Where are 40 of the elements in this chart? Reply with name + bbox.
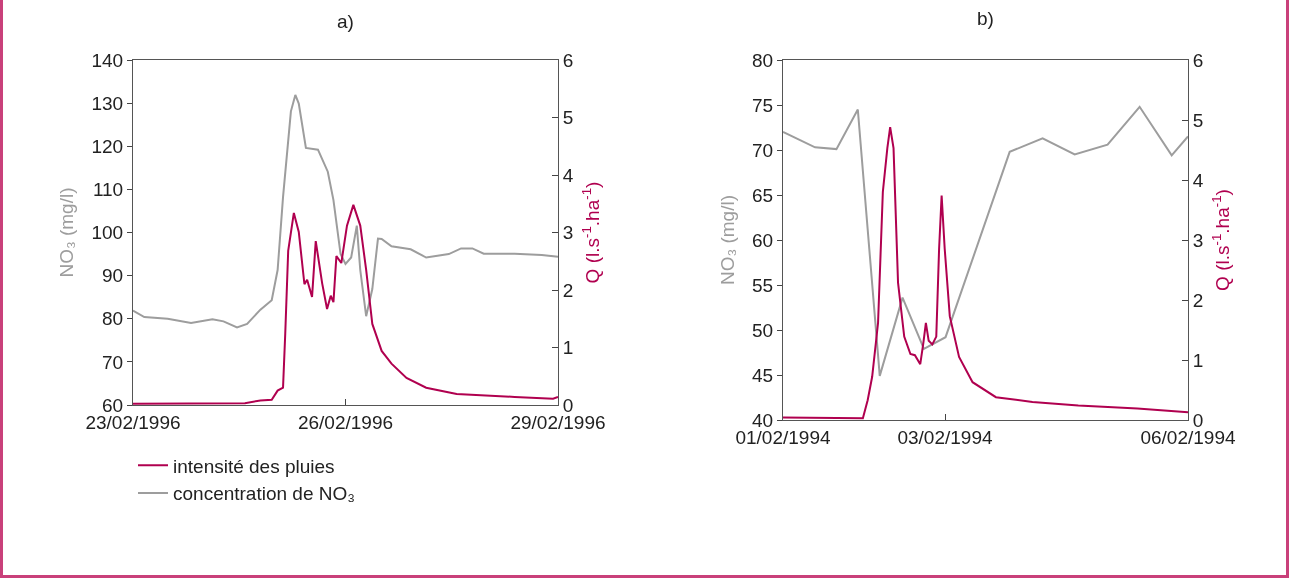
legend-label: intensité des pluies xyxy=(173,455,335,477)
y-tick-label: 75 xyxy=(752,94,774,116)
x-tick-label: 03/02/1994 xyxy=(897,426,993,448)
y2-tick-label: 3 xyxy=(562,222,574,244)
y-tick-label: 65 xyxy=(752,184,774,206)
line-series xyxy=(783,126,1188,420)
chart-title: a) xyxy=(337,10,354,32)
line-series xyxy=(783,105,1188,377)
y2-tick-label: 3 xyxy=(1192,229,1204,251)
y-tick-label: 110 xyxy=(92,179,124,201)
y-tick-label: 100 xyxy=(91,222,124,244)
y-tick-label: 60 xyxy=(752,229,774,251)
y2-tick-label: 2 xyxy=(562,279,574,301)
y2-tick-label: 6 xyxy=(562,49,574,71)
y-tick-label: 45 xyxy=(752,364,774,386)
y-tick-label: 120 xyxy=(91,135,124,157)
y-tick-label: 50 xyxy=(752,319,774,341)
y-tick-label: 80 xyxy=(752,49,774,71)
y2-tick-label: 4 xyxy=(1192,169,1204,191)
y2-tick-label: 5 xyxy=(562,107,574,129)
y2-tick-label: 2 xyxy=(1192,289,1204,311)
y-axis-title: NO₃ (mg/l) xyxy=(716,194,738,286)
y2-tick-label: 5 xyxy=(1192,109,1204,131)
y2-tick-label: 1 xyxy=(562,337,574,359)
x-tick-label: 26/02/1996 xyxy=(297,411,394,433)
legend-label: concentration de NO₃ xyxy=(173,483,356,505)
line-series xyxy=(133,93,558,329)
y-axis-title: NO₃ (mg/l) xyxy=(56,187,78,278)
y-tick-label: 140 xyxy=(91,49,124,71)
y-tick-label: 55 xyxy=(752,274,774,296)
y-tick-label: 70 xyxy=(752,139,774,161)
y-tick-label: 70 xyxy=(102,351,124,373)
chart-title: b) xyxy=(977,8,994,30)
y2-tick-label: 4 xyxy=(562,164,574,186)
y2-tick-label: 6 xyxy=(1192,49,1204,71)
y-tick-label: 80 xyxy=(102,308,124,330)
y2-tick-label: 1 xyxy=(1192,349,1204,371)
line-series xyxy=(133,203,558,405)
y-tick-label: 130 xyxy=(91,92,124,114)
y-tick-label: 90 xyxy=(102,265,124,287)
